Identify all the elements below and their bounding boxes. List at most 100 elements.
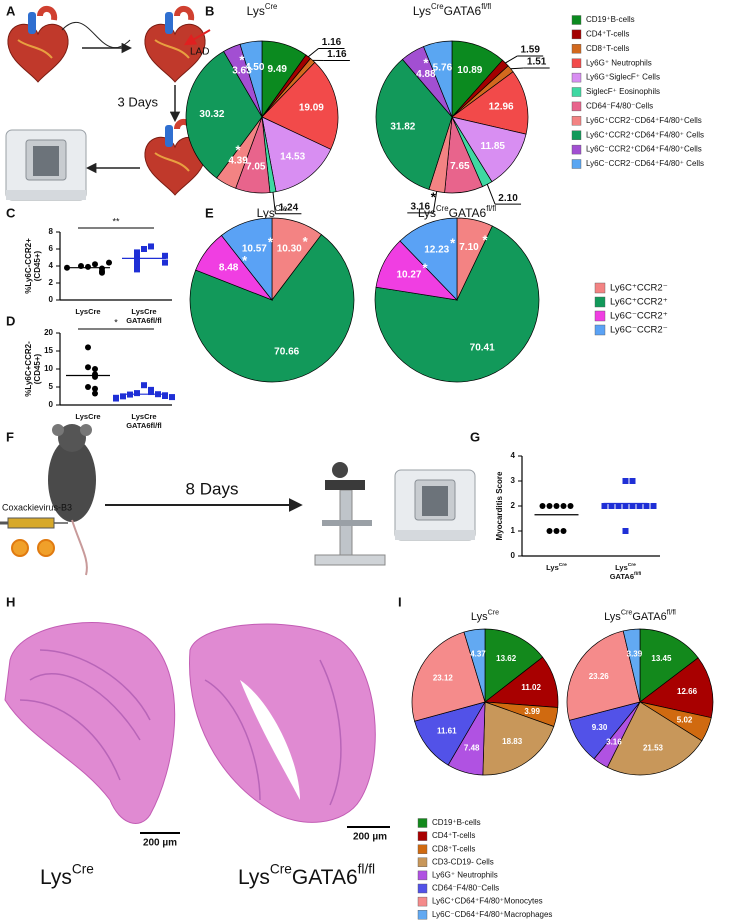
value-label: 4.50 xyxy=(245,62,265,73)
legend-swatch xyxy=(571,144,582,155)
value-label: 2.10 xyxy=(498,193,518,204)
pie-slice xyxy=(451,71,529,135)
pie-slice xyxy=(374,225,540,383)
text-segment: GATA6fl/fl xyxy=(126,316,162,325)
text-segment: Cre xyxy=(72,861,94,876)
legend-label: Ly6C⁻CD64⁺F4/80⁺Macrophages xyxy=(432,910,552,919)
value-label: 1.51 xyxy=(527,57,547,68)
text-segment: Lys xyxy=(546,563,559,572)
significance-star: * xyxy=(450,235,456,250)
data-point xyxy=(650,503,657,509)
pie-slice xyxy=(622,628,641,703)
cytometer-icon xyxy=(394,469,476,541)
data-point xyxy=(553,528,560,534)
text-segment: LysCre xyxy=(75,412,100,421)
y-axis-label: (CD45+) xyxy=(33,353,42,384)
legend-label: Ly6C⁺CCR2⁻ xyxy=(610,283,668,294)
data-point xyxy=(148,389,154,396)
data-point xyxy=(560,528,567,534)
pie-slice xyxy=(220,217,273,302)
legend-swatch xyxy=(571,130,582,140)
leader-line xyxy=(307,48,319,58)
lad-arrow xyxy=(183,29,211,46)
legend-label: CD8⁺T-cells xyxy=(586,44,629,53)
text-segment: fl/fl xyxy=(634,571,641,577)
y-axis-label: (CD45+) xyxy=(33,250,42,281)
panel-f-diagram: Coxackievirus-B3 8 Days xyxy=(0,424,476,576)
data-point xyxy=(92,385,98,392)
text-segment: GATA6 xyxy=(444,4,482,18)
value-label: 10.27 xyxy=(396,270,421,281)
y-tick-label: 6 xyxy=(49,244,54,253)
legend-swatch xyxy=(417,910,428,920)
pie-slice xyxy=(261,61,339,150)
text-segment: Lys xyxy=(604,611,621,623)
panel-label: A xyxy=(6,3,16,18)
value-label: 13.45 xyxy=(651,654,672,663)
legend-swatch xyxy=(594,310,606,322)
value-label: 31.82 xyxy=(390,122,415,133)
value-label: 1.59 xyxy=(520,45,540,56)
legend-label: CD4⁺T-cells xyxy=(432,831,475,840)
x-tick-label: GATA6fl/fl xyxy=(126,316,162,325)
text-segment: Cre xyxy=(270,861,292,876)
y-tick-label: 8 xyxy=(49,227,54,236)
significance-star: * xyxy=(236,143,242,158)
leader-line xyxy=(510,67,524,70)
value-label: 7.65 xyxy=(450,161,470,172)
text-segment: LysCre xyxy=(131,307,156,316)
legend-swatch xyxy=(571,44,582,54)
data-point xyxy=(92,261,98,268)
value-label: 10.89 xyxy=(457,65,482,76)
text-segment: GATA6 xyxy=(632,611,666,623)
pie-title: LysCre xyxy=(257,204,288,220)
data-point xyxy=(636,503,643,509)
pie-title: LysCreGATA6fl/fl xyxy=(418,204,497,220)
value-label: 8.48 xyxy=(219,262,239,273)
heart-icon xyxy=(145,9,205,82)
data-point xyxy=(622,478,629,484)
pie-title: LysCreGATA6fl/fl xyxy=(604,608,676,622)
value-label: 3.16 xyxy=(411,201,431,212)
y-tick-label: 2 xyxy=(511,501,516,510)
text-segment: GATA6 xyxy=(449,206,487,220)
data-point xyxy=(113,395,119,402)
legend-swatch xyxy=(417,857,428,867)
data-point xyxy=(622,528,629,534)
y-tick-label: 4 xyxy=(49,261,54,270)
value-label: 14.53 xyxy=(280,151,305,162)
cytometer-icon xyxy=(5,129,87,201)
data-point xyxy=(134,263,140,269)
value-label: 12.66 xyxy=(677,687,698,696)
mouse-icon xyxy=(48,438,96,522)
legend-label: CD64⁻F4/80⁻Cells xyxy=(586,102,653,111)
text-segment: fl/fl xyxy=(358,861,375,876)
x-tick-label: LysCre xyxy=(75,307,100,316)
y-tick-label: 2 xyxy=(49,278,54,287)
data-point xyxy=(85,263,91,270)
value-label: 11.02 xyxy=(521,683,541,692)
legend-label: Ly6C⁺CCR2⁺ xyxy=(610,297,668,308)
data-point xyxy=(622,503,629,509)
data-point xyxy=(567,503,574,509)
legend-label: Ly6C⁻CCR2⁻CD64⁺F4/80⁺ Cells xyxy=(586,159,704,168)
data-point xyxy=(560,503,567,509)
value-label: 11.61 xyxy=(437,726,457,735)
histology-images: 200 µm 200 µm xyxy=(4,622,390,849)
data-point xyxy=(106,259,112,266)
data-point xyxy=(601,503,608,509)
legend-label: CD4⁺T-cells xyxy=(586,30,629,39)
histology-section xyxy=(4,622,176,824)
panel-label: D xyxy=(6,313,15,328)
pie-slice xyxy=(261,116,332,193)
x-tick-label: LysCre xyxy=(75,412,100,421)
legend-label: Ly6C⁺CD64⁺F4/80⁺Monocytes xyxy=(432,897,543,906)
legend-swatch xyxy=(417,896,428,907)
legend-swatch xyxy=(571,87,582,97)
legend-swatch xyxy=(417,883,428,894)
data-point xyxy=(608,503,615,509)
legend-label: CD19⁺B-cells xyxy=(432,818,481,827)
panel-a-diagram: LAD 3 Days xyxy=(5,9,211,201)
